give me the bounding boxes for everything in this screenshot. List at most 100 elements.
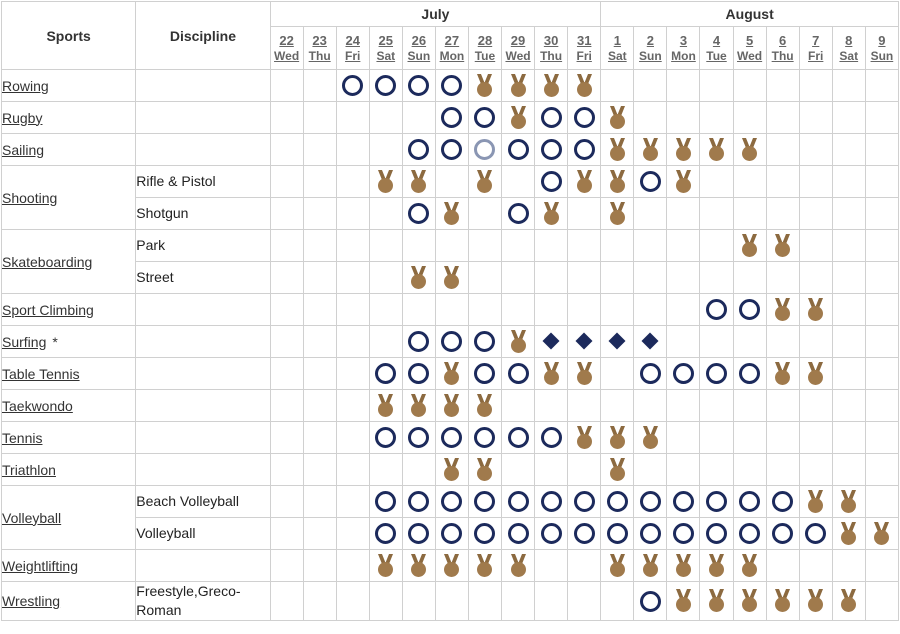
discipline-cell — [135, 421, 271, 454]
schedule-cell — [368, 453, 403, 486]
sport-link-triathlon[interactable]: Triathlon — [2, 461, 56, 478]
schedule-cell — [500, 229, 536, 262]
medal-icon — [444, 457, 460, 481]
schedule-cell — [567, 517, 602, 550]
sport-link-rowing[interactable]: Rowing — [2, 77, 49, 94]
sport-link-volleyball[interactable]: Volleyball — [2, 509, 62, 526]
schedule-cell — [335, 69, 370, 102]
schedule-cell — [401, 229, 436, 262]
schedule-cell — [368, 197, 403, 230]
competition-day-icon — [573, 107, 595, 128]
day-header[interactable]: 25 Sat — [368, 26, 403, 70]
schedule-cell — [500, 389, 536, 422]
medal-icon — [675, 169, 691, 193]
schedule-cell — [798, 581, 833, 621]
day-header[interactable]: 28 Tue — [467, 26, 503, 70]
medal-icon — [609, 425, 625, 449]
day-header[interactable]: 27 Mon — [434, 26, 469, 70]
sport-cell: Shooting — [0, 165, 137, 230]
schedule-cell — [401, 133, 436, 166]
sport-link-surfing[interactable]: Surfing — [2, 333, 47, 350]
competition-day-icon — [706, 363, 728, 384]
schedule-cell — [534, 453, 569, 486]
medal-icon — [576, 73, 592, 97]
sport-link-rugby[interactable]: Rugby — [2, 109, 43, 126]
schedule-cell — [633, 517, 668, 550]
sport-cell: Volleyball — [0, 485, 137, 550]
sport-cell: Rowing — [0, 69, 137, 102]
competition-day-icon — [474, 363, 496, 384]
schedule-cell — [633, 165, 668, 198]
competition-day-icon — [342, 75, 364, 96]
schedule-cell — [666, 69, 701, 102]
sport-link-skateboarding[interactable]: Skateboarding — [2, 253, 93, 270]
schedule-cell — [335, 485, 370, 518]
competition-day-icon — [408, 139, 430, 160]
schedule-cell — [434, 101, 469, 134]
schedule-cell — [699, 485, 734, 518]
sport-link-taekwondo[interactable]: Taekwondo — [2, 397, 73, 414]
schedule-cell — [269, 421, 304, 454]
medal-icon — [477, 73, 493, 97]
medal-icon — [841, 489, 857, 513]
schedule-cell — [666, 357, 701, 390]
medal-icon — [411, 393, 427, 417]
schedule-cell — [732, 485, 767, 518]
schedule-cell — [864, 325, 900, 358]
schedule-cell — [699, 517, 734, 550]
medal-icon — [477, 169, 493, 193]
day-header[interactable]: 30 Thu — [534, 26, 569, 70]
sport-link-sport-climbing[interactable]: Sport Climbing — [2, 301, 94, 318]
day-header[interactable]: 29 Wed — [500, 26, 536, 70]
sport-link-sailing[interactable]: Sailing — [2, 141, 45, 158]
medal-icon — [642, 553, 658, 577]
schedule-row: Table Tennis — [0, 357, 900, 390]
schedule-cell — [467, 229, 503, 262]
sport-link-tennis[interactable]: Tennis — [2, 429, 43, 446]
schedule-cell — [269, 197, 304, 230]
day-header[interactable]: 31 Fri — [567, 26, 602, 70]
schedule-cell — [765, 549, 800, 582]
schedule-cell — [633, 549, 668, 582]
day-header[interactable]: 3 Mon — [666, 26, 701, 70]
medal-icon — [477, 553, 493, 577]
day-of-week: Sun — [870, 48, 894, 63]
schedule-cell — [798, 549, 833, 582]
day-of-week: Thu — [540, 48, 563, 63]
competition-day-icon — [540, 107, 562, 128]
sport-link-weightlifting[interactable]: Weightlifting — [2, 557, 79, 574]
medal-icon — [675, 589, 691, 612]
competition-day-icon — [540, 171, 562, 192]
schedule-cell — [302, 421, 337, 454]
sport-link-table-tennis[interactable]: Table Tennis — [2, 365, 80, 382]
schedule-cell — [600, 101, 635, 134]
day-header[interactable]: 24 Fri — [335, 26, 370, 70]
schedule-cell — [534, 581, 569, 621]
day-header[interactable]: 26 Sun — [401, 26, 436, 70]
schedule-cell — [302, 517, 337, 550]
schedule-cell — [335, 389, 370, 422]
day-header[interactable]: 9 Sun — [864, 26, 900, 70]
schedule-cell — [467, 325, 503, 358]
sport-link-wrestling[interactable]: Wrestling — [2, 593, 61, 609]
day-header[interactable]: 8 Sat — [831, 26, 866, 70]
day-header[interactable]: 23 Thu — [302, 26, 337, 70]
schedule-cell — [567, 133, 602, 166]
day-header[interactable]: 22 Wed — [269, 26, 304, 70]
day-header[interactable]: 7 Fri — [798, 26, 833, 70]
day-number: 4 — [712, 32, 721, 48]
schedule-cell — [600, 549, 635, 582]
sport-link-shooting[interactable]: Shooting — [2, 189, 58, 206]
medal-icon — [411, 553, 427, 577]
day-header[interactable]: 5 Wed — [732, 26, 767, 70]
schedule-cell — [831, 389, 866, 422]
schedule-cell — [798, 261, 833, 294]
schedule-cell — [831, 325, 866, 358]
day-header[interactable]: 1 Sat — [600, 26, 635, 70]
day-header[interactable]: 2 Sun — [633, 26, 668, 70]
day-of-week: Sat — [839, 48, 859, 63]
day-header[interactable]: 6 Thu — [765, 26, 800, 70]
day-header[interactable]: 4 Tue — [699, 26, 734, 70]
schedule-cell — [269, 101, 304, 134]
schedule-cell — [368, 389, 403, 422]
